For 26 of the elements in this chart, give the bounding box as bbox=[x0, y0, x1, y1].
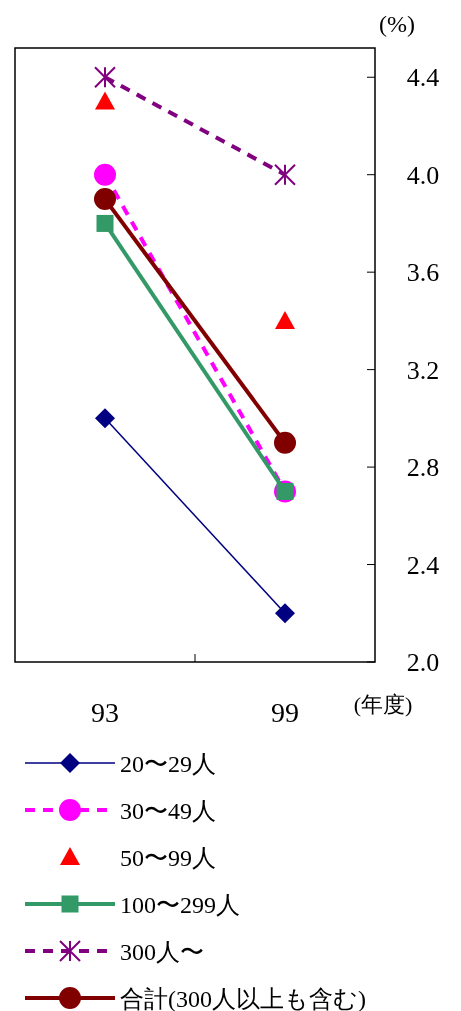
y-tick-label: 4.0 bbox=[406, 160, 440, 190]
point bbox=[94, 163, 116, 186]
y-tick-label: 2.0 bbox=[406, 648, 440, 677]
x-axis-title: (年度) bbox=[353, 692, 413, 717]
point bbox=[96, 214, 114, 232]
x-tick-label: 93 bbox=[91, 697, 119, 728]
point bbox=[95, 91, 115, 110]
point bbox=[274, 163, 296, 186]
legend-label: 30〜49人 bbox=[120, 798, 216, 824]
y-tick-label: 4.4 bbox=[406, 63, 440, 93]
y-tick-label: 3.6 bbox=[406, 258, 440, 288]
point bbox=[94, 188, 116, 211]
point bbox=[275, 310, 295, 329]
legend-label: 20〜29人 bbox=[120, 751, 216, 777]
point bbox=[94, 66, 116, 89]
y-tick-label: 2.8 bbox=[406, 453, 440, 483]
point bbox=[274, 431, 296, 454]
y-tick-label: 2.4 bbox=[406, 550, 440, 580]
legend-label: 50〜99人 bbox=[120, 845, 216, 871]
y-tick-label: 3.2 bbox=[406, 355, 440, 385]
point bbox=[95, 408, 115, 429]
legend-label: 100〜299人 bbox=[120, 892, 240, 918]
point bbox=[275, 603, 295, 624]
x-tick-label: 99 bbox=[271, 697, 299, 728]
y-axis-title: (%) bbox=[379, 11, 415, 37]
legend-label: 300人〜 bbox=[120, 939, 204, 965]
